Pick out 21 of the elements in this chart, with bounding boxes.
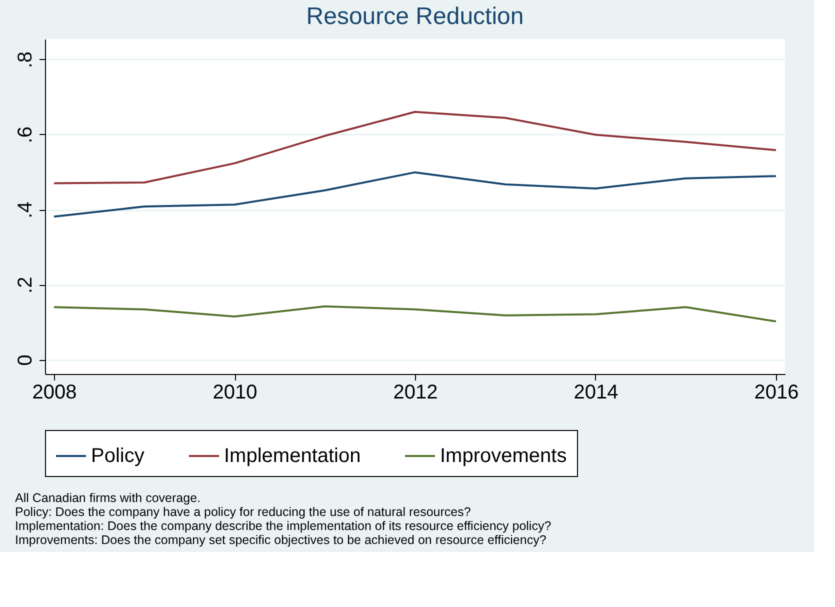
line-series [53, 305, 777, 322]
y-tick-label: .6 [14, 126, 36, 144]
y-tick-label: .8 [14, 51, 36, 68]
text: Implementation: Does the company describe the implementation of its resource efficiency policy? [15, 519, 552, 533]
line-series [53, 171, 777, 218]
legend-label: Improvements [440, 445, 567, 467]
text: Improvements: Does the company set specific objectives to be achieved on resource efficiency? [15, 533, 546, 547]
text: All Canadian firms with coverage. [15, 491, 200, 505]
x-tick-label: 2016 [754, 382, 799, 404]
chart-title: Resource Reduction [306, 3, 524, 30]
x-tick-label: 2014 [574, 382, 618, 404]
x-tick-label: 2008 [32, 382, 77, 404]
text: Policy: Does the company have a policy for reducing the use of natural resources? [15, 505, 471, 519]
y-tick-label: .2 [14, 276, 36, 294]
y-tick-label: 0 [14, 354, 36, 366]
y-tick-label: .4 [14, 202, 36, 218]
x-tick-label: 2010 [212, 382, 258, 404]
x-tick-label: 2012 [393, 382, 438, 404]
line-series [53, 110, 777, 184]
legend-label: Implementation [224, 445, 361, 467]
legend-label: Policy [91, 445, 144, 467]
